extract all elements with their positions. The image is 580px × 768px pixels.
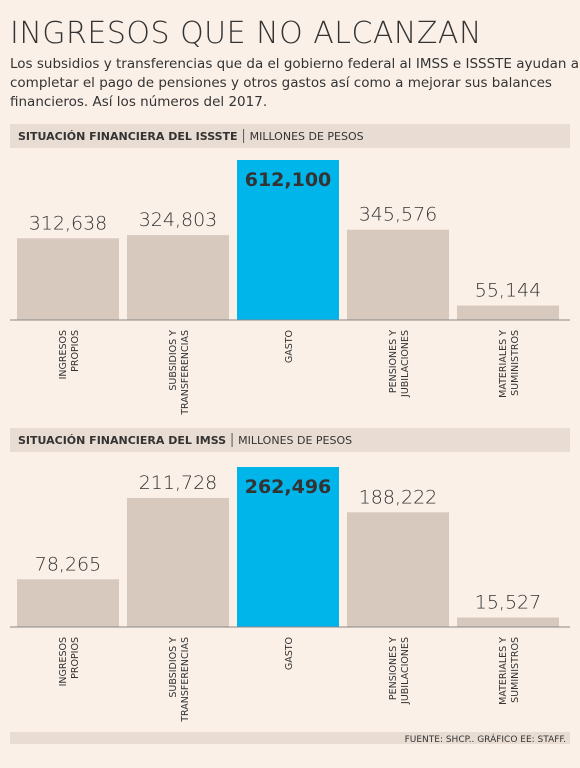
value-label: 15,527 [475, 592, 541, 614]
page-subtitle: financieros. Así los números del 2017. [10, 94, 267, 110]
value-label: 55,144 [475, 280, 541, 302]
chart-subtitle: MILLONES DE PESOS [238, 434, 352, 447]
bar [347, 229, 449, 320]
x-tick-label: MATERIALES YSUMINISTROS [498, 637, 521, 705]
bar [237, 160, 339, 320]
x-tick-label: SUBSIDIOS YTRANSFERENCIAS [168, 637, 191, 723]
bar [127, 497, 229, 627]
page-subtitle: completar el pago de pensiones y otros g… [10, 75, 552, 91]
x-tick-label: MATERIALES YSUMINISTROS [498, 330, 521, 398]
chart-title: SITUACIÓN FINANCIERA DEL ISSSTE [18, 130, 238, 143]
bar [237, 467, 339, 627]
x-tick-label: GASTO [284, 637, 295, 670]
x-tick-label: INGRESOSPROPIOS [58, 330, 81, 379]
bar [127, 235, 229, 320]
x-tick-label: PENSIONES YJUBILACIONES [388, 330, 411, 398]
chart-subtitle: MILLONES DE PESOS [250, 130, 364, 143]
x-tick-label: SUBSIDIOS YTRANSFERENCIAS [168, 330, 191, 416]
page-title: INGRESOS QUE NO ALCANZAN [10, 16, 482, 51]
chart-title: SITUACIÓN FINANCIERA DEL IMSS [18, 434, 226, 447]
bar [17, 238, 119, 320]
value-label: 188,222 [359, 486, 438, 508]
x-tick-label: GASTO [284, 330, 295, 363]
bar [17, 579, 119, 627]
chart-header-band [10, 124, 570, 148]
value-label: 211,728 [139, 472, 218, 494]
source: FUENTE: SHCP.. GRÁFICO EE: STAFF. [405, 733, 566, 745]
value-label: 345,576 [359, 204, 438, 226]
chart-header-band [10, 428, 570, 452]
value-label: 312,638 [29, 212, 108, 234]
bar [347, 512, 449, 627]
value-label: 612,100 [245, 169, 332, 191]
value-label: 78,265 [35, 553, 101, 575]
bar [457, 305, 559, 320]
source-band [10, 732, 570, 744]
x-tick-label: INGRESOSPROPIOS [58, 637, 81, 686]
value-label: 262,496 [245, 476, 332, 498]
bar [457, 617, 559, 627]
x-tick-label: PENSIONES YJUBILACIONES [388, 637, 411, 705]
page-subtitle: Los subsidios y transferencias que da el… [10, 56, 579, 72]
value-label: 324,803 [139, 209, 218, 231]
